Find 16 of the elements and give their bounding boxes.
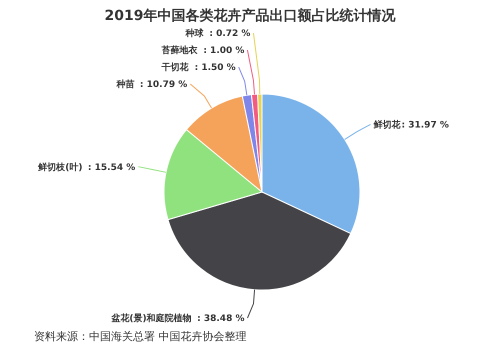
data-label: : 1.00 % [203,46,244,56]
data-label: : 0.72 % [209,29,250,40]
slice-label: 干切花 [160,62,190,74]
data-label: : 1.50 % [194,63,236,74]
data-label: : 15.54 % [88,162,136,173]
text: 资料来源：中国海关总署 中国花卉协会整理 [34,330,246,343]
slice-label: 鲜切枝(叶) [37,162,82,173]
slice-label: 盆花(景)和庭院植物 [110,313,192,324]
slice-label: 鲜切花 [372,120,402,131]
slice-label: 种苗 [115,79,134,90]
slice-label: 种球 [184,28,204,40]
data-label: : 38.48 % [197,314,244,324]
slice-label: 苔藓地衣 [160,45,198,56]
chart-title: 2019年中国各类花卉产品出口额占比统计情况 [104,7,396,24]
data-label: : 31.97 % [402,120,449,131]
data-label: : 10.79 % [140,80,188,90]
